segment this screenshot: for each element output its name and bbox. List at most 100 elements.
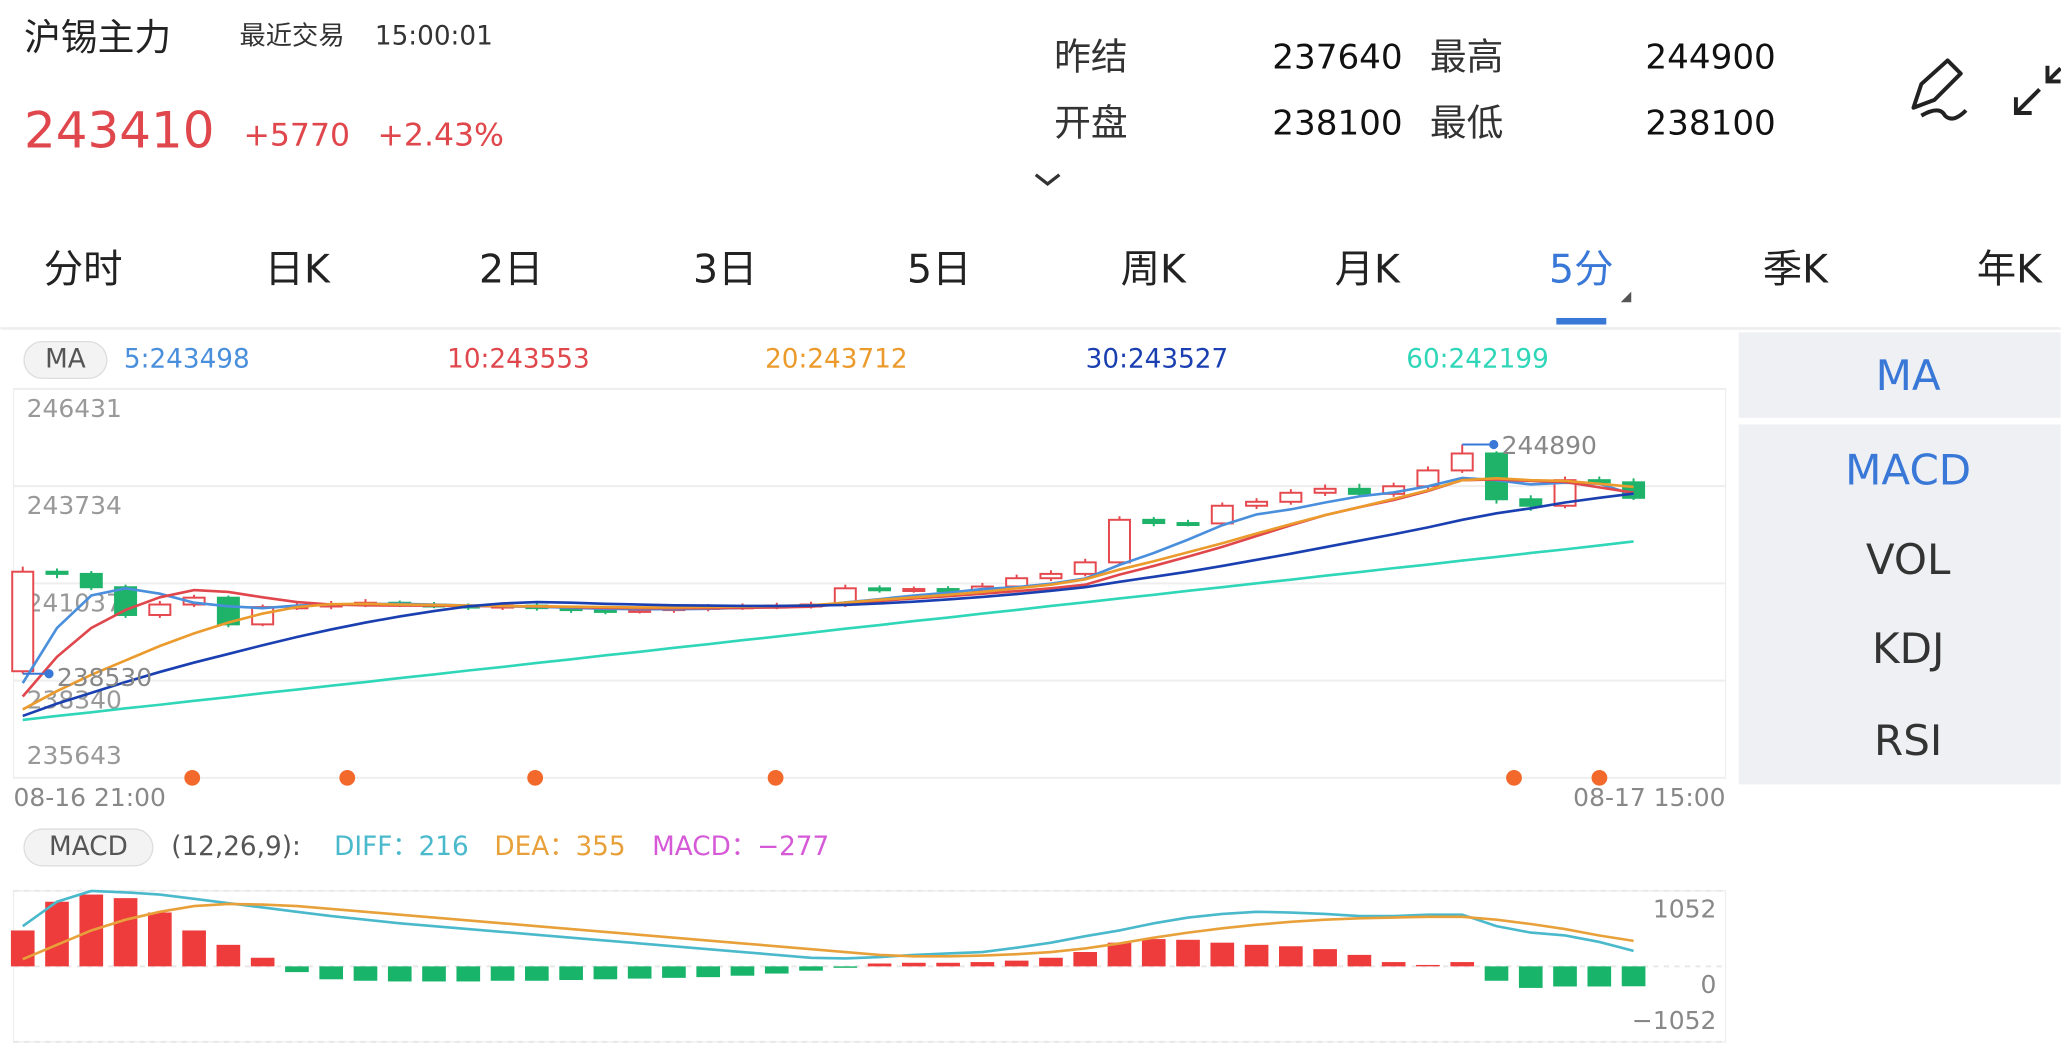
macd-bar <box>456 966 481 982</box>
macd-bar <box>387 966 412 982</box>
candle-body <box>902 588 926 592</box>
y-tick-label: 235643 <box>27 741 122 770</box>
macd-bar <box>1484 966 1509 981</box>
candle-body <box>1107 518 1131 564</box>
expand-chevron[interactable] <box>1034 173 1061 187</box>
active-tab-underline <box>1556 317 1607 325</box>
macd-bar <box>662 966 686 978</box>
macd-bar <box>1587 966 1612 987</box>
candle-body <box>216 596 240 626</box>
candle-body <box>1484 452 1508 501</box>
min-label: 238530 <box>57 663 152 692</box>
y-tick-label: −1052 <box>1632 1006 1716 1035</box>
macd-bar <box>764 966 789 974</box>
macd-bar <box>1450 962 1475 967</box>
indicator-option[interactable]: MACD <box>1845 446 1971 495</box>
legend-entry: 20:243712 <box>765 345 908 375</box>
period-tab[interactable]: 2日 <box>479 246 543 292</box>
macd-bar <box>250 957 275 967</box>
y-tick-label: 246431 <box>27 394 122 423</box>
macd-line <box>22 902 1634 961</box>
legend-entry: 10:243553 <box>447 345 590 375</box>
indicator-option[interactable]: MA <box>1876 351 1941 400</box>
macd-bar <box>730 966 755 976</box>
candle-body <box>1347 487 1371 495</box>
macd-bar <box>113 898 138 967</box>
macd-params: (12,26,9): <box>171 832 301 862</box>
last-trade-time: 15:00:01 <box>375 21 493 51</box>
candle-body <box>1245 500 1269 507</box>
ma-pill[interactable] <box>23 340 108 380</box>
tab-menu-indicator <box>1620 291 1632 303</box>
macd-bar <box>1518 966 1543 988</box>
legend-entry: 5:243498 <box>124 345 250 375</box>
panel-bg-ma <box>1738 332 2061 418</box>
macd-bar <box>1176 939 1200 967</box>
macd-bar <box>182 930 206 967</box>
period-tab[interactable]: 日K <box>265 246 331 292</box>
macd-pill[interactable] <box>23 828 154 867</box>
macd-bar <box>593 966 618 980</box>
indicator-option[interactable]: RSI <box>1874 716 1942 765</box>
macd-bar <box>627 966 652 979</box>
max-marker-dot <box>1489 439 1499 450</box>
legend-entry: DIFF：216 <box>334 832 469 862</box>
candle-body <box>1587 479 1611 484</box>
period-tabs: 分时 日K 2日 3日 5日 周K 月K 5分 季K 年K <box>44 246 2043 325</box>
macd-bar <box>1313 949 1337 967</box>
candle-body <box>148 603 172 616</box>
macd-bar <box>1210 942 1235 967</box>
macd-bar <box>490 966 515 981</box>
period-tab[interactable]: 5分 <box>1549 246 1613 292</box>
panel-bg-sub <box>1738 424 2061 785</box>
period-tab[interactable]: 月K <box>1335 246 1401 292</box>
macd-bar <box>799 966 823 971</box>
macd-bar <box>1416 964 1440 967</box>
macd-bar <box>1381 962 1406 967</box>
macd-bar <box>45 901 69 967</box>
macd-chart: MACD (12,26,9): DIFF：216 DEA：355 MACD：−277 10… <box>10 832 1726 1043</box>
macd-bar <box>10 930 35 967</box>
macd-bar <box>902 962 926 967</box>
macd-bar <box>970 962 995 967</box>
period-tab[interactable]: 周K <box>1121 246 1187 292</box>
period-tab[interactable]: 5日 <box>907 246 971 292</box>
macd-bar <box>936 962 960 967</box>
period-tab[interactable]: 年K <box>1977 246 2043 292</box>
candle-body <box>1450 452 1474 472</box>
candle-body <box>936 588 960 593</box>
candle-body <box>868 587 892 592</box>
ma-line <box>22 492 1634 718</box>
indicator-option[interactable]: VOL <box>1866 535 1951 584</box>
stat-label: 最低 <box>1430 101 1504 144</box>
stat-value: 237640 <box>1272 38 1402 78</box>
fullscreen-icon[interactable] <box>2013 65 2061 115</box>
macd-bar <box>696 966 721 978</box>
last-trade-label: 最近交易 <box>240 21 345 51</box>
candle-body <box>1313 487 1337 494</box>
period-tab[interactable]: 3日 <box>693 246 757 292</box>
max-label: 244890 <box>1502 431 1597 460</box>
period-tab[interactable]: 分时 <box>44 246 123 292</box>
macd-bar <box>1244 944 1269 967</box>
price: 243410 <box>24 102 215 160</box>
ma-line <box>22 540 1634 722</box>
symbol: 沪锡主力 <box>24 16 171 59</box>
macd-bar <box>319 966 344 980</box>
macd-bar <box>1039 957 1063 967</box>
change: +5770 <box>243 118 350 154</box>
macd-bar <box>833 966 858 968</box>
edit-icon[interactable] <box>1911 58 1968 121</box>
y-tick-label: 243734 <box>27 491 122 520</box>
stats: 昨结 237640 最高 244900 开盘 238100 最低 238100 <box>1054 36 1776 145</box>
stat-value: 238100 <box>1272 103 1402 143</box>
period-tab[interactable]: 季K <box>1763 246 1829 292</box>
indicator-option[interactable]: KDJ <box>1872 624 1944 673</box>
macd-bar <box>1004 960 1029 967</box>
candle-body <box>1279 491 1303 503</box>
legend-entry: MACD：−277 <box>652 832 829 862</box>
macd-bar <box>353 966 378 981</box>
macd-line <box>21 889 1634 960</box>
